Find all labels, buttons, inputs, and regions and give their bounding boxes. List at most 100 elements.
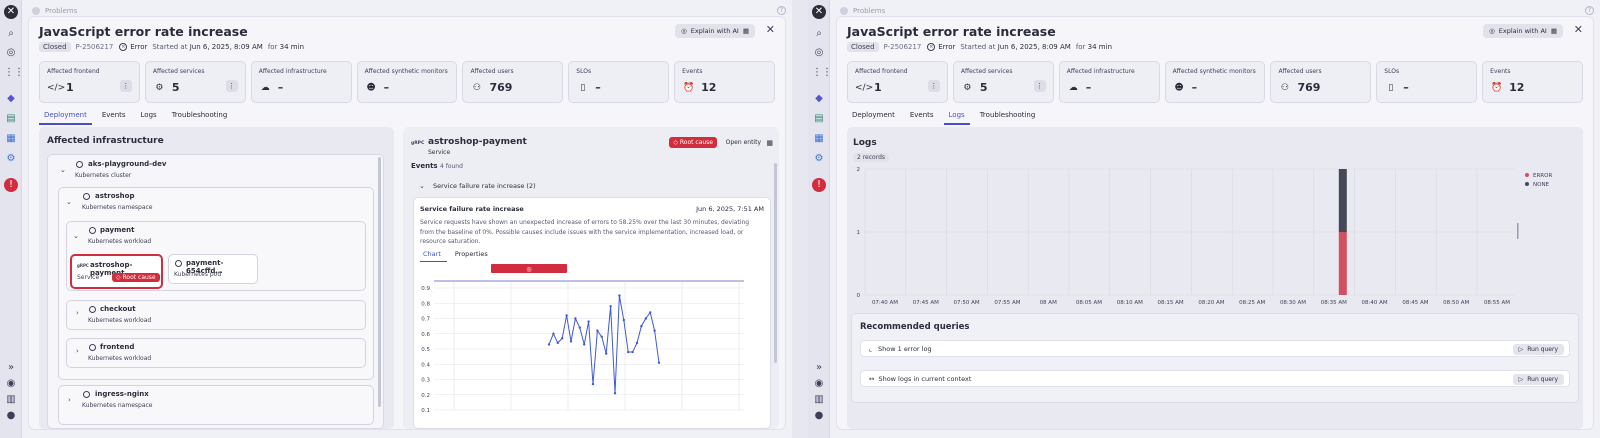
query-row-error-log[interactable]: ⌞ Show 1 error log ▷ Run query	[860, 340, 1570, 357]
chevron-down-icon[interactable]: ⌄	[66, 198, 72, 206]
legend-label: ERROR	[1533, 173, 1552, 179]
notifications-icon[interactable]: ▥	[814, 394, 824, 405]
tile-synthetic-monitors[interactable]: Affected synthetic monitors ☻ –	[356, 61, 458, 103]
apps-grid-icon[interactable]: ⋮⋮	[4, 67, 24, 78]
query-row-context-logs[interactable]: ↔ Show logs in current context ▷ Run query	[860, 370, 1570, 387]
ai-icon[interactable]: ◎	[6, 47, 16, 58]
menu-icon[interactable]: ▦	[766, 139, 773, 147]
tile-affected-frontend[interactable]: Affected frontend </> 1 ⋮	[39, 61, 140, 103]
tile-affected-users[interactable]: Affected users ⚇ 769	[1270, 61, 1372, 103]
node-name[interactable]: frontend	[100, 343, 135, 351]
chevron-right-icon[interactable]: ›	[76, 309, 79, 317]
dashboard-app-icon[interactable]: ▦	[6, 133, 16, 144]
root-cause-label: Root cause	[679, 139, 713, 146]
tile-affected-services[interactable]: Affected services ⚙ 5 ⋮	[952, 61, 1054, 103]
notifications-icon[interactable]: ▥	[6, 394, 16, 405]
tile-slos[interactable]: SLOs ▯ –	[568, 61, 670, 103]
breadcrumb-label[interactable]: Problems	[45, 7, 78, 15]
help-icon[interactable]: ◉	[814, 378, 824, 389]
settings-app-icon[interactable]: ⚙	[6, 153, 16, 164]
problems-app-icon[interactable]: !	[4, 178, 18, 192]
node-name[interactable]: checkout	[100, 305, 136, 313]
chevron-right-icon[interactable]: ›	[76, 347, 79, 355]
more-icon[interactable]: ⋮	[927, 80, 940, 92]
tab-properties[interactable]: Properties	[454, 250, 488, 258]
help-circle-icon[interactable]: ?	[777, 6, 786, 15]
user-avatar-icon[interactable]: ●	[6, 410, 16, 421]
scrollbar[interactable]	[774, 163, 777, 363]
more-icon[interactable]: ⋮	[225, 80, 238, 92]
ai-icon[interactable]: ◎	[814, 47, 824, 58]
node-name[interactable]: aks-playground-dev	[88, 160, 167, 168]
node-name[interactable]: astroshop	[95, 192, 135, 200]
tile-events[interactable]: Events ⏰ 12	[1482, 61, 1584, 103]
services-icon: ⚙	[155, 82, 164, 93]
close-icon[interactable]: ✕	[765, 23, 775, 36]
explain-ai-button[interactable]: ◎ Explain with AI ▦	[675, 24, 755, 38]
tab-deployment[interactable]: Deployment	[39, 108, 92, 125]
dashboard-app-icon[interactable]: ▦	[814, 133, 824, 144]
dynatrace-logo-icon[interactable]: ✕	[4, 5, 18, 19]
search-icon[interactable]: ⌕	[8, 28, 14, 39]
pod-node[interactable]: payment-654cffd… Kubernetes pod	[168, 254, 258, 284]
users-icon: ⚇	[472, 82, 481, 93]
chevron-down-icon[interactable]: ⌄	[60, 166, 66, 174]
expand-rail-icon[interactable]: »	[815, 362, 823, 373]
tile-affected-frontend[interactable]: Affected frontend </> 1 ⋮	[847, 61, 948, 103]
event-time: Jun 6, 2025, 7:51 AM	[696, 205, 764, 213]
close-icon[interactable]: ✕	[1573, 23, 1583, 36]
tab-logs[interactable]: Logs	[140, 111, 157, 119]
more-icon[interactable]: ⋮	[119, 80, 132, 92]
grpc-icon: gRPC	[411, 141, 425, 146]
node-name[interactable]: ingress-nginx	[95, 390, 149, 398]
service-node-astroshop-payment[interactable]: gRPC astroshop-payment Service ◇ Root ca…	[70, 254, 163, 289]
cube-icon[interactable]: ◆	[7, 93, 15, 104]
cube-icon[interactable]: ◆	[815, 93, 823, 104]
tile-slos[interactable]: SLOs ▯ –	[1376, 61, 1478, 103]
search-icon[interactable]: ⌕	[816, 28, 822, 39]
x-tick-label: 08:50 AM	[1443, 300, 1469, 306]
tile-affected-users[interactable]: Affected users ⚇ 769	[462, 61, 564, 103]
tab-events[interactable]: Events	[909, 111, 934, 119]
chevron-down-icon[interactable]: ⌄	[419, 182, 425, 190]
apps-grid-icon[interactable]: ⋮⋮	[812, 67, 832, 78]
tab-troubleshooting[interactable]: Troubleshooting	[979, 111, 1036, 119]
tile-events[interactable]: Events ⏰ 12	[674, 61, 776, 103]
chevron-right-icon[interactable]: ›	[68, 396, 71, 404]
help-circle-icon[interactable]: ?	[1585, 6, 1594, 15]
ai-icon: ◎	[1489, 27, 1495, 35]
scrollbar[interactable]	[378, 157, 381, 407]
run-query-button[interactable]: ▷ Run query	[1512, 344, 1564, 355]
run-query-button[interactable]: ▷ Run query	[1512, 374, 1564, 385]
event-group-title[interactable]: Service failure rate increase (2)	[433, 182, 536, 190]
tile-affected-infrastructure[interactable]: Affected infrastructure ☁ –	[1058, 61, 1160, 103]
explain-ai-button[interactable]: ◎ Explain with AI ▦	[1483, 24, 1563, 38]
tab-logs[interactable]: Logs	[943, 108, 970, 125]
logs-app-icon[interactable]: ▤	[814, 113, 824, 124]
slo-icon: ▯	[580, 82, 586, 93]
chevron-down-icon[interactable]: ⌄	[73, 232, 79, 240]
tab-chart[interactable]: Chart	[420, 250, 447, 262]
logs-histogram-chart[interactable]: 2 1 0 07:40 AM 07:45 AM 07:50 AM 07:55 AM 08 AM…	[847, 165, 1587, 310]
tab-troubleshooting[interactable]: Troubleshooting	[171, 111, 228, 119]
tile-affected-services[interactable]: Affected services ⚙ 5 ⋮	[144, 61, 246, 103]
y-tick-label: 0.7	[421, 317, 430, 323]
more-icon[interactable]: ⋮	[1033, 80, 1046, 92]
for-word: for	[267, 43, 278, 51]
user-avatar-icon[interactable]: ●	[814, 410, 824, 421]
breadcrumb-label[interactable]: Problems	[853, 7, 886, 15]
duration: 34 min	[279, 43, 305, 51]
tab-events[interactable]: Events	[101, 111, 126, 119]
dynatrace-logo-icon[interactable]: ✕	[812, 5, 826, 19]
node-name[interactable]: payment	[100, 226, 135, 234]
tile-affected-infrastructure[interactable]: Affected infrastructure ☁ –	[250, 61, 352, 103]
expand-rail-icon[interactable]: »	[7, 362, 15, 373]
problems-app-icon[interactable]: !	[812, 178, 826, 192]
logs-app-icon[interactable]: ▤	[6, 113, 16, 124]
failure-rate-chart[interactable]: ◎ 0.9 0.8 0.7 0.6 0.5 0.4 0.3 0.2 0.1	[414, 264, 754, 412]
settings-app-icon[interactable]: ⚙	[814, 153, 824, 164]
open-entity-link[interactable]: Open entity	[725, 139, 761, 146]
tile-synthetic-monitors[interactable]: Affected synthetic monitors ☻ –	[1164, 61, 1266, 103]
tab-deployment[interactable]: Deployment	[852, 111, 895, 119]
help-icon[interactable]: ◉	[6, 378, 16, 389]
